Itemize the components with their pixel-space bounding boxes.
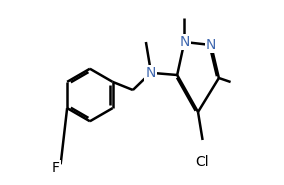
Text: Cl: Cl	[196, 155, 209, 169]
Text: N: N	[206, 38, 216, 52]
Text: N: N	[179, 35, 189, 49]
Text: N: N	[145, 66, 156, 80]
Text: F: F	[52, 161, 60, 175]
